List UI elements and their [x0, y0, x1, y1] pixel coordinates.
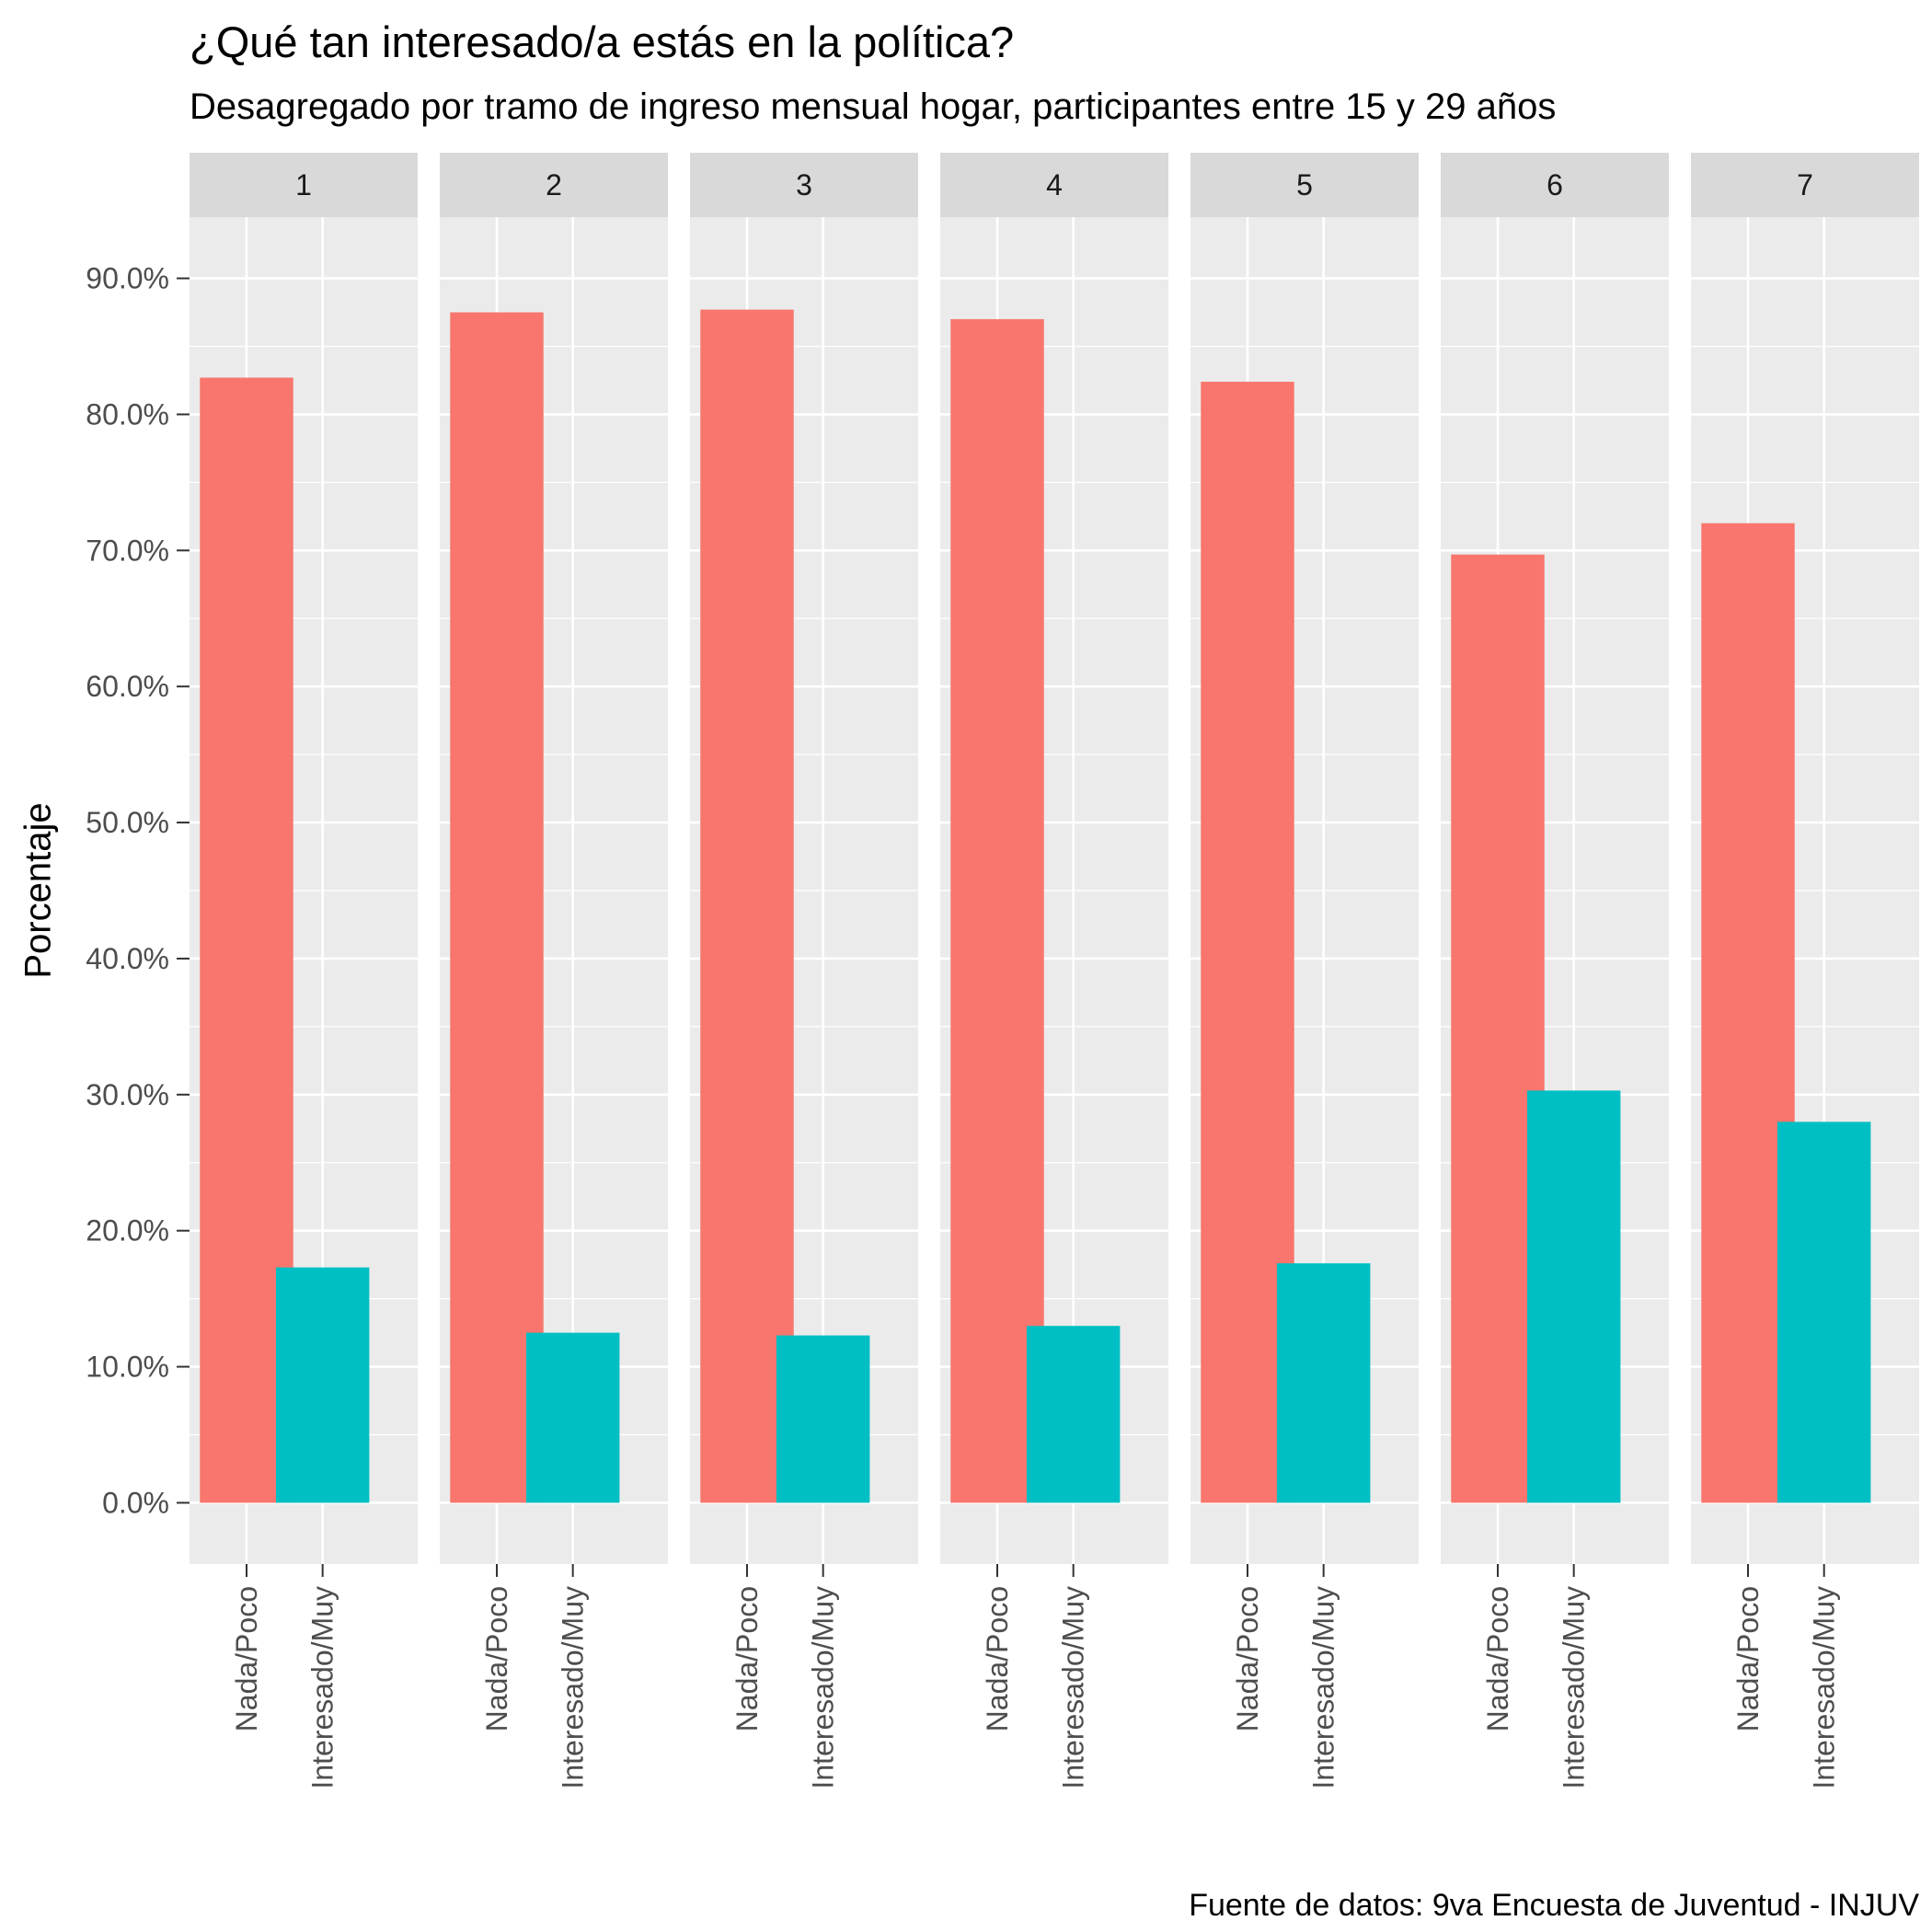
bar-interesado-muy-5	[1276, 1263, 1371, 1503]
facet-strip-label: 2	[546, 168, 562, 201]
x-tick-label: Interesado/Muy	[557, 1586, 590, 1789]
y-axis: 0.0% 10.0% 20.0% 30.0% 40.0% 50.0% 60.0% 70.0% 8…	[86, 262, 190, 1519]
bar-interesado-muy-3	[776, 1335, 870, 1503]
facet-panel-3: 3 Nada/Poco Interesado/Muy	[690, 153, 918, 1789]
facet-strip-label: 1	[295, 168, 312, 201]
facet-strip-label: 3	[796, 168, 812, 201]
facet-panel-1: 1 Nada/Poco Interesado/Muy	[190, 153, 418, 1789]
y-tick-label: 80.0%	[86, 397, 169, 431]
bar-nada-poco-3	[700, 309, 794, 1503]
bar-interesado-muy-7	[1777, 1121, 1871, 1503]
bar-interesado-muy-1	[275, 1267, 370, 1503]
chart-subtitle: Desagregado por tramo de ingreso mensual…	[190, 86, 1557, 127]
facet-panel-4: 4 Nada/Poco Interesado/Muy	[940, 153, 1168, 1789]
x-tick-label: Nada/Poco	[1731, 1586, 1765, 1731]
x-tick-label: Interesado/Muy	[1558, 1586, 1591, 1789]
x-tick-label: Nada/Poco	[1231, 1586, 1264, 1731]
y-tick-label: 40.0%	[86, 942, 169, 975]
facet-strip	[690, 153, 918, 217]
x-tick-label: Nada/Poco	[1481, 1586, 1514, 1731]
facet-panels: 1 Nada/Poco Interesado/Muy 2 Nada/Poco Intere…	[190, 153, 1919, 1789]
facet-strip	[1441, 153, 1669, 217]
facet-strip	[1190, 153, 1419, 217]
x-tick-label: Nada/Poco	[730, 1586, 764, 1731]
x-tick-label: Nada/Poco	[230, 1586, 263, 1731]
y-tick-label: 50.0%	[86, 806, 169, 839]
bar-nada-poco-4	[950, 318, 1044, 1503]
facet-panel-5: 5 Nada/Poco Interesado/Muy	[1190, 153, 1419, 1789]
y-tick-label: 0.0%	[102, 1486, 169, 1519]
y-tick-label: 30.0%	[86, 1078, 169, 1111]
facet-strip-label: 4	[1046, 168, 1063, 201]
x-tick-label: Nada/Poco	[480, 1586, 513, 1731]
y-tick-label: 60.0%	[86, 670, 169, 703]
facet-panel-7: 7 Nada/Poco Interesado/Muy	[1691, 153, 1919, 1789]
facet-strip-label: 7	[1797, 168, 1813, 201]
x-tick-label: Interesado/Muy	[1057, 1586, 1090, 1789]
y-tick-label: 90.0%	[86, 262, 169, 295]
facet-strip-label: 6	[1547, 168, 1563, 201]
facet-panel-6: 6 Nada/Poco Interesado/Muy	[1441, 153, 1669, 1789]
bar-interesado-muy-6	[1526, 1090, 1621, 1503]
x-tick-label: Interesado/Muy	[1307, 1586, 1340, 1789]
y-tick-label: 20.0%	[86, 1214, 169, 1248]
chart-title: ¿Qué tan interesado/a estás en la políti…	[190, 17, 1015, 66]
y-tick-label: 10.0%	[86, 1351, 169, 1384]
facet-strip	[190, 153, 418, 217]
y-tick-label: 70.0%	[86, 534, 169, 567]
facet-strip	[1691, 153, 1919, 217]
x-tick-label: Interesado/Muy	[306, 1586, 339, 1789]
bar-interesado-muy-4	[1026, 1326, 1121, 1503]
chart-caption: Fuente de datos: 9va Encuesta de Juventu…	[1189, 1888, 1919, 1923]
facet-strip	[940, 153, 1168, 217]
x-tick-label: Interesado/Muy	[1808, 1586, 1841, 1789]
facet-strip-label: 5	[1296, 168, 1313, 201]
bar-nada-poco-2	[450, 312, 544, 1503]
x-tick-label: Interesado/Muy	[807, 1586, 840, 1789]
facet-panel-2: 2 Nada/Poco Interesado/Muy	[440, 153, 668, 1789]
x-tick-label: Nada/Poco	[981, 1586, 1014, 1731]
bar-interesado-muy-2	[525, 1332, 620, 1503]
facet-strip	[440, 153, 668, 217]
